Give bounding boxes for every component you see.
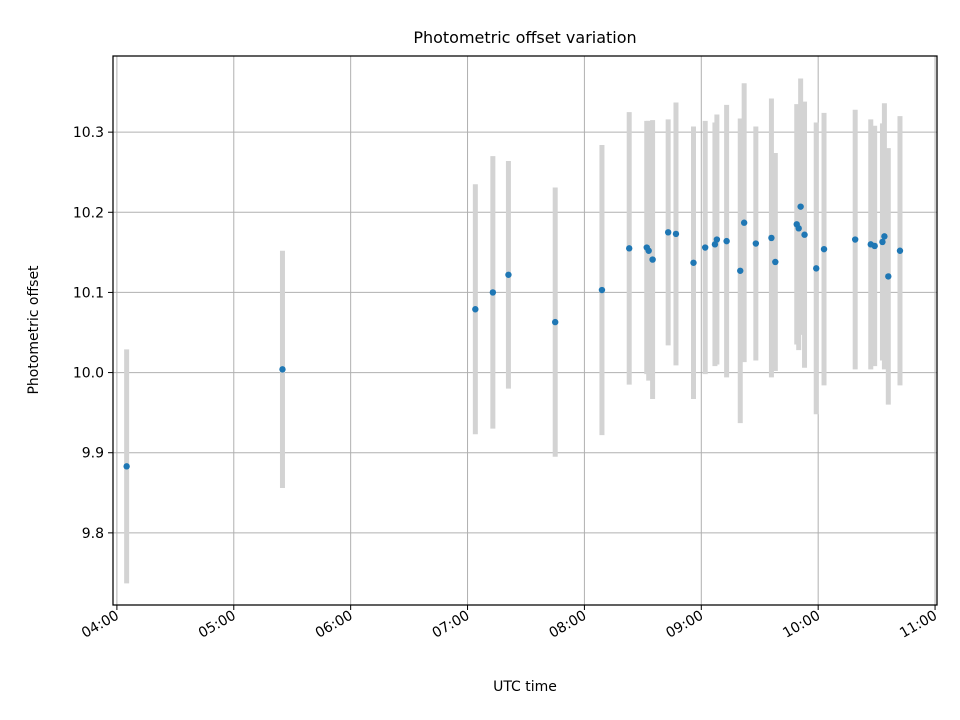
data-point: [871, 242, 878, 250]
data-point: [701, 244, 709, 251]
x-axis-label: UTC time: [493, 679, 557, 695]
x-tick-label: 05:00: [196, 608, 239, 642]
data-point: [713, 236, 721, 243]
data-point: [801, 231, 808, 238]
plot-frame: [112, 55, 938, 606]
x-axis-ticks: 04:00 05:00 06:00 07:00 08:00 09:00 10:00 11:00: [79, 605, 940, 642]
data-point: [649, 256, 656, 263]
data-point: [664, 229, 672, 236]
x-tick-label: 04:00: [79, 608, 122, 642]
data-point: [740, 219, 748, 226]
data-point: [881, 233, 888, 240]
data-point: [820, 245, 828, 253]
data-point: [851, 236, 859, 243]
data-point: [723, 237, 730, 245]
y-tick-label: 10.3: [73, 125, 104, 141]
data-point: [737, 267, 744, 274]
data-point: [505, 271, 512, 278]
data-point: [123, 463, 130, 470]
data-point: [690, 259, 697, 266]
y-axis-ticks: 9.8 9.9 10.0 10.1 10.2 10.3: [73, 125, 113, 542]
data-point: [772, 258, 779, 266]
y-tick-label: 9.9: [82, 446, 104, 462]
data-point: [711, 241, 719, 248]
data-point: [626, 245, 633, 252]
data-point: [672, 230, 680, 238]
x-tick-label: 10:00: [780, 608, 823, 642]
data-point: [768, 234, 775, 242]
x-tick-label: 08:00: [546, 608, 589, 642]
data-point: [797, 203, 804, 210]
y-axis-label: Photometric offset: [26, 265, 42, 395]
y-tick-label: 10.2: [73, 205, 104, 221]
data-point: [279, 366, 286, 373]
x-tick-label: 09:00: [663, 608, 706, 642]
data-point: [752, 240, 760, 247]
error-bars: [124, 78, 903, 584]
data-point: [885, 273, 892, 280]
x-tick-label: 07:00: [430, 608, 473, 642]
data-point: [795, 225, 802, 232]
data-point: [879, 238, 886, 246]
grid: [113, 56, 937, 605]
y-tick-label: 10.1: [73, 285, 104, 301]
data-point: [551, 318, 559, 326]
x-tick-label: 06:00: [313, 608, 356, 642]
data-point: [489, 289, 497, 296]
x-tick-label: 11:00: [897, 608, 940, 642]
data-point: [813, 265, 820, 272]
data-point: [472, 306, 479, 313]
data-point: [598, 286, 606, 294]
data-point: [645, 247, 652, 254]
data-point: [896, 247, 904, 254]
y-tick-label: 9.8: [82, 526, 104, 542]
data-points: [123, 203, 904, 470]
chart-title: Photometric offset variation: [413, 28, 636, 47]
y-tick-label: 10.0: [73, 366, 104, 382]
